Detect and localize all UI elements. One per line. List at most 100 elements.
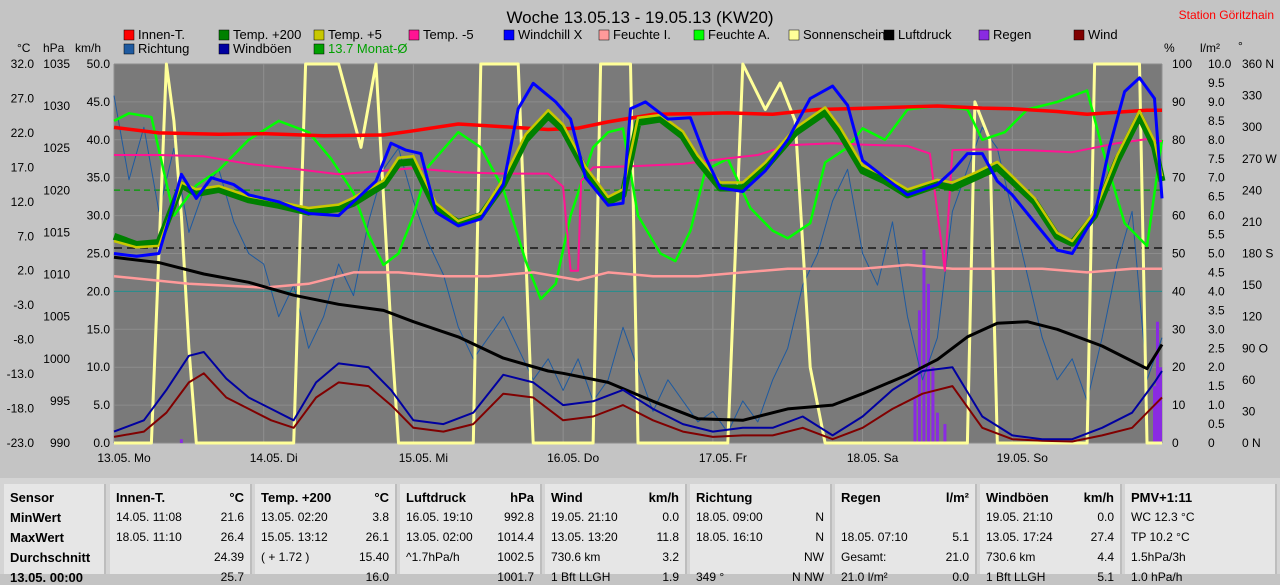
tick-label-celsius: -13.0	[7, 367, 35, 381]
tick-label-celsius: 7.0	[17, 229, 34, 243]
tick-label-celsius: -8.0	[13, 333, 34, 347]
max-value: N	[815, 530, 824, 544]
legend-swatch	[313, 43, 325, 55]
series-line-windchill-x	[113, 76, 1164, 258]
rain-bar	[1156, 321, 1160, 443]
last-label: 21.0 l/m²	[841, 570, 888, 584]
tick-label-rain: 6.0	[1208, 209, 1225, 223]
max-value: 5.1	[952, 530, 969, 544]
legend-label: Feuchte I.	[613, 27, 671, 42]
last-value: 1.9	[662, 570, 679, 584]
rain-bar	[922, 249, 926, 443]
weather-chart: Woche 13.05.13 - 19.05.13 (KW20) Station …	[6, 8, 1278, 465]
tick-label-direction: 240	[1242, 183, 1262, 197]
legend-label: Temp. -5	[423, 27, 474, 42]
unit-rain: l/m²	[1200, 41, 1220, 55]
stat-column: Regen l/m² 18.05. 07:10 5.1 Gesamt: 21.0 21.0 …	[835, 484, 977, 584]
avg-value: NW	[804, 550, 824, 564]
series-line-windb-en	[113, 351, 1163, 441]
tick-label-rain: 7.5	[1208, 152, 1225, 166]
legend-swatch	[123, 29, 135, 41]
tick-label-celsius: -18.0	[7, 402, 35, 416]
tick-label-percent: 30	[1172, 322, 1186, 336]
tick-label-kmh: 35.0	[87, 171, 111, 185]
tick-label-rain: 3.0	[1208, 322, 1225, 336]
tick-label-rain: 9.0	[1208, 95, 1225, 109]
last-label: 1 Bft LLGH	[986, 570, 1046, 584]
tick-label-direction: 90 O	[1242, 341, 1268, 355]
rain-bar	[917, 310, 921, 443]
tick-label-rain: 7.0	[1208, 171, 1225, 185]
max-value: 27.4	[1090, 530, 1114, 544]
chart-title: Woche 13.05.13 - 19.05.13 (KW20)	[506, 8, 773, 27]
row-label: MinWert	[10, 510, 62, 525]
series-line-feuchte-i-	[113, 263, 1162, 289]
max-value: 1014.4	[497, 530, 534, 544]
column-header: Regen	[841, 490, 881, 505]
legend-swatch	[313, 29, 325, 41]
max-value: 11.8	[656, 530, 679, 544]
stat-column: Innen-T. °C 14.05. 11:08 21.6 18.05. 11:10 26…	[110, 484, 252, 584]
column-unit: km/h	[648, 490, 679, 505]
tick-label-celsius: 12.0	[11, 195, 35, 209]
column-unit: l/m²	[945, 490, 969, 505]
tick-label-direction: 270 W	[1242, 152, 1277, 166]
max-value: 26.1	[365, 530, 389, 544]
tick-label-kmh: 25.0	[87, 247, 111, 261]
avg-label: 730.6 km	[986, 550, 1036, 564]
tick-label-kmh: 40.0	[87, 133, 111, 147]
series-line-sonnenschein	[114, 62, 1162, 445]
column-unit: °C	[229, 490, 244, 505]
avg-value: 1002.5	[497, 550, 534, 564]
statistics-table: Sensor MinWert MaxWert Durchschnitt 13.0…	[0, 478, 1280, 585]
tick-label-rain: 8.0	[1208, 133, 1225, 147]
tick-label-kmh: 20.0	[87, 284, 111, 298]
avg-label: ^1.7hPa/h	[406, 550, 460, 564]
legend-label: Windchill X	[518, 27, 583, 42]
stat-column: Temp. +200 °C 13.05. 02:20 3.8 15.05. 13:12 2…	[255, 484, 397, 584]
x-tick-label: 19.05. So	[997, 451, 1049, 465]
series-line-luftdruck	[113, 255, 1164, 422]
last-value: 0.0	[952, 570, 969, 584]
unit-kmh: km/h	[75, 41, 101, 55]
tick-label-hpa: 1000	[43, 352, 70, 366]
legend-label: Regen	[993, 27, 1031, 42]
tick-label-hpa: 1025	[43, 141, 70, 155]
legend-swatch	[408, 29, 420, 41]
max-time: 13.05. 13:20	[551, 530, 618, 544]
legend-swatch	[218, 43, 230, 55]
legend-label: Wind	[1088, 27, 1118, 42]
legend-label: Windböen	[233, 41, 292, 56]
tick-label-hpa: 1030	[43, 99, 70, 113]
tick-label-rain: 1.0	[1208, 398, 1225, 412]
last-value: 5.1	[1097, 570, 1114, 584]
tick-label-rain: 0.5	[1208, 417, 1225, 431]
legend-label: 13.7 Monat-Ø	[328, 41, 408, 56]
max-time: TP 10.2 °C	[1131, 530, 1190, 544]
legend-label: Temp. +200	[233, 27, 301, 42]
rain-bar	[943, 424, 947, 443]
legend-swatch	[788, 29, 800, 41]
tick-label-rain: 5.0	[1208, 247, 1225, 261]
tick-label-direction: 330	[1242, 89, 1262, 103]
tick-label-rain: 0	[1208, 436, 1215, 450]
avg-label: ( + 1.72 )	[261, 550, 310, 564]
x-tick-label: 17.05. Fr	[699, 451, 747, 465]
tick-label-rain: 10.0	[1208, 57, 1232, 71]
avg-value: 4.4	[1097, 550, 1114, 564]
legend-label: Feuchte A.	[708, 27, 770, 42]
legend-label: Sonnenschein	[803, 27, 885, 42]
min-time: 16.05. 19:10	[406, 510, 473, 524]
legend-swatch	[978, 29, 990, 41]
column-unit: km/h	[1083, 490, 1114, 505]
column-unit: °C	[374, 490, 389, 505]
rain-bar	[931, 367, 935, 443]
tick-label-kmh: 15.0	[87, 322, 111, 336]
min-value: N	[815, 510, 824, 524]
tick-label-kmh: 45.0	[87, 95, 111, 109]
tick-label-rain: 6.5	[1208, 190, 1225, 204]
tick-label-percent: 90	[1172, 95, 1186, 109]
tick-label-rain: 4.5	[1208, 265, 1225, 279]
tick-label-hpa: 995	[50, 394, 70, 408]
tick-label-rain: 9.5	[1208, 76, 1225, 90]
